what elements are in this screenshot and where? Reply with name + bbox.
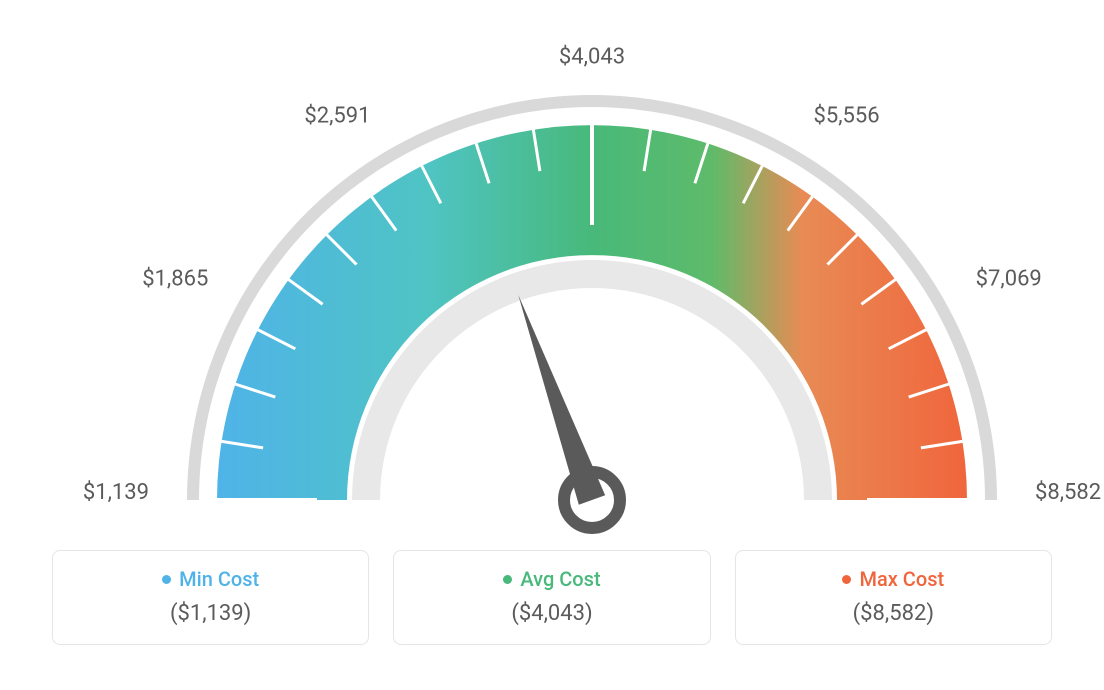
legend-dot-max	[842, 575, 851, 584]
legend-value-min: ($1,139)	[73, 601, 348, 626]
legend-label-max: Max Cost	[859, 567, 944, 591]
gauge-tick-label: $1,139	[83, 480, 149, 505]
legend-title-max: Max Cost	[842, 567, 944, 591]
legend-dot-avg	[503, 575, 512, 584]
gauge-tick-label: $4,043	[559, 45, 625, 70]
legend-label-avg: Avg Cost	[520, 567, 600, 591]
legend-label-min: Min Cost	[179, 567, 259, 591]
legend-value-avg: ($4,043)	[414, 601, 689, 626]
legend-card-max: Max Cost ($8,582)	[735, 550, 1052, 645]
legend-title-min: Min Cost	[162, 567, 259, 591]
gauge-tick-label: $7,069	[976, 266, 1042, 291]
legend-row: Min Cost ($1,139) Avg Cost ($4,043) Max …	[40, 550, 1064, 645]
legend-title-avg: Avg Cost	[503, 567, 600, 591]
legend-card-min: Min Cost ($1,139)	[52, 550, 369, 645]
gauge-tick-label: $8,582	[1035, 480, 1101, 505]
legend-card-avg: Avg Cost ($4,043)	[393, 550, 710, 645]
legend-dot-min	[162, 575, 171, 584]
legend-value-max: ($8,582)	[756, 601, 1031, 626]
gauge-tick-label: $1,865	[142, 266, 208, 291]
gauge-tick-label: $2,591	[304, 104, 370, 129]
gauge-tick-label: $5,556	[814, 104, 880, 129]
gauge-area: $1,139$1,865$2,591$4,043$5,556$7,069$8,5…	[40, 20, 1064, 560]
cost-gauge-widget: $1,139 $1,865 $2,591 $4,043 $5,556 $7,069 $8,5…	[0, 0, 1104, 690]
